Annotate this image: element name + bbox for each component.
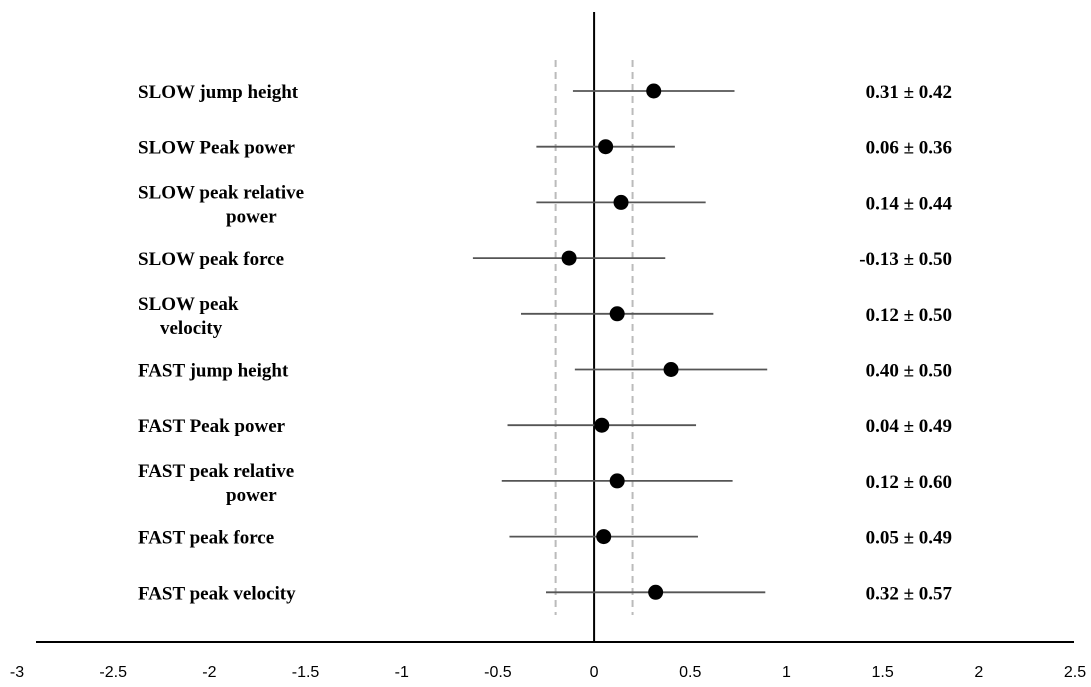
row-label-line-2: power [226,206,277,227]
effect-value-label: 0.06 ± 0.36 [866,138,952,159]
x-tick-label: -2.5 [99,664,127,681]
forest-rows: SLOW jump height 0.31 ± 0.42 SLOW Peak pow… [138,82,952,604]
row-label: SLOW jump height [138,82,299,103]
effect-value-label: 0.14 ± 0.44 [866,193,953,214]
x-tick-label: -2 [202,664,216,681]
effect-value: 0.14 [866,193,904,214]
ci-value: ± 0.49 [904,416,952,437]
forest-row: SLOW peak velocity 0.12 ± 0.50 [138,294,952,339]
effect-value-label: -0.13 ± 0.50 [859,249,952,270]
forest-row: SLOW jump height 0.31 ± 0.42 [138,82,952,103]
row-label: SLOW peak force [138,249,284,270]
x-tick-label: 0.5 [679,664,701,681]
ci-value: ± 0.44 [904,193,953,214]
effect-point [648,584,664,600]
x-tick-label: -1.5 [292,664,320,681]
ci-value: ± 0.42 [904,82,952,103]
effect-value: 0.04 [866,416,904,437]
ci-value: ± 0.60 [904,472,952,493]
ci-value: ± 0.50 [904,305,952,326]
ci-value: ± 0.50 [904,249,952,270]
forest-row: SLOW peak relative power 0.14 ± 0.44 [138,182,952,227]
threshold-lines [554,60,634,615]
effect-value-label: 0.31 ± 0.42 [866,82,952,103]
row-label: FAST Peak power [138,416,286,437]
ci-value: ± 0.50 [904,361,952,382]
x-tick-label: -1 [395,664,409,681]
forest-row: FAST Peak power 0.04 ± 0.49 [138,416,952,437]
row-label: SLOW Peak power [138,138,296,159]
row-label: FAST peak force [138,528,274,549]
x-tick-label: 0 [590,664,599,681]
effect-value: 0.12 [866,472,904,493]
x-axis-ticks: -3 -2.5 -2 -1.5 -1 -0.5 0 0.5 1 1.5 2 2.5 [10,664,1086,681]
effect-point [598,139,614,155]
effect-value: 0.05 [866,528,904,549]
row-label: FAST jump height [138,361,289,382]
x-tick-label: 2.5 [1064,664,1086,681]
row-label-line-1: SLOW peak [138,294,239,315]
forest-row: FAST peak velocity 0.32 ± 0.57 [138,583,952,604]
ci-value: ± 0.36 [904,138,952,159]
effect-point [663,362,679,377]
effect-value: 0.12 [866,305,904,326]
effect-point [609,473,625,489]
effect-value-label: 0.12 ± 0.50 [866,305,952,326]
effect-value-label: 0.04 ± 0.49 [866,416,952,437]
x-tick-label: 1 [782,664,791,681]
effect-value: 0.32 [866,583,904,604]
effect-value-label: 0.05 ± 0.49 [866,528,952,549]
effect-value-label: 0.32 ± 0.57 [866,583,953,604]
forest-row: SLOW peak force -0.13 ± 0.50 [138,249,952,270]
forest-row: FAST peak force 0.05 ± 0.49 [138,528,952,549]
row-label-line-1: FAST peak relative [138,461,294,482]
forest-row: FAST jump height 0.40 ± 0.50 [138,361,952,382]
forest-row: SLOW Peak power 0.06 ± 0.36 [138,138,952,159]
row-label-line-1: SLOW peak relative [138,182,304,203]
effect-point [596,529,612,545]
row-label-line-2: velocity [160,318,223,339]
effect-point [561,250,577,266]
row-label-line-2: power [226,485,277,506]
x-tick-label: 2 [974,664,983,681]
effect-point [609,306,625,322]
row-label: FAST peak velocity [138,583,296,604]
effect-value: 0.31 [866,82,904,103]
ci-value: ± 0.49 [904,528,952,549]
effect-point [594,417,610,433]
x-tick-label: -0.5 [484,664,512,681]
effect-value-label: 0.40 ± 0.50 [866,361,952,382]
ci-value: ± 0.57 [904,583,953,604]
effect-value: 0.40 [866,361,904,382]
effect-value-label: 0.12 ± 0.60 [866,472,952,493]
x-tick-label: 1.5 [872,664,894,681]
forest-row: FAST peak relative power 0.12 ± 0.60 [138,461,952,506]
effect-value: 0.06 [866,138,904,159]
effect-point [646,83,662,99]
x-tick-label: -3 [10,664,24,681]
effect-point [613,194,629,210]
effect-value: -0.13 [859,249,903,270]
